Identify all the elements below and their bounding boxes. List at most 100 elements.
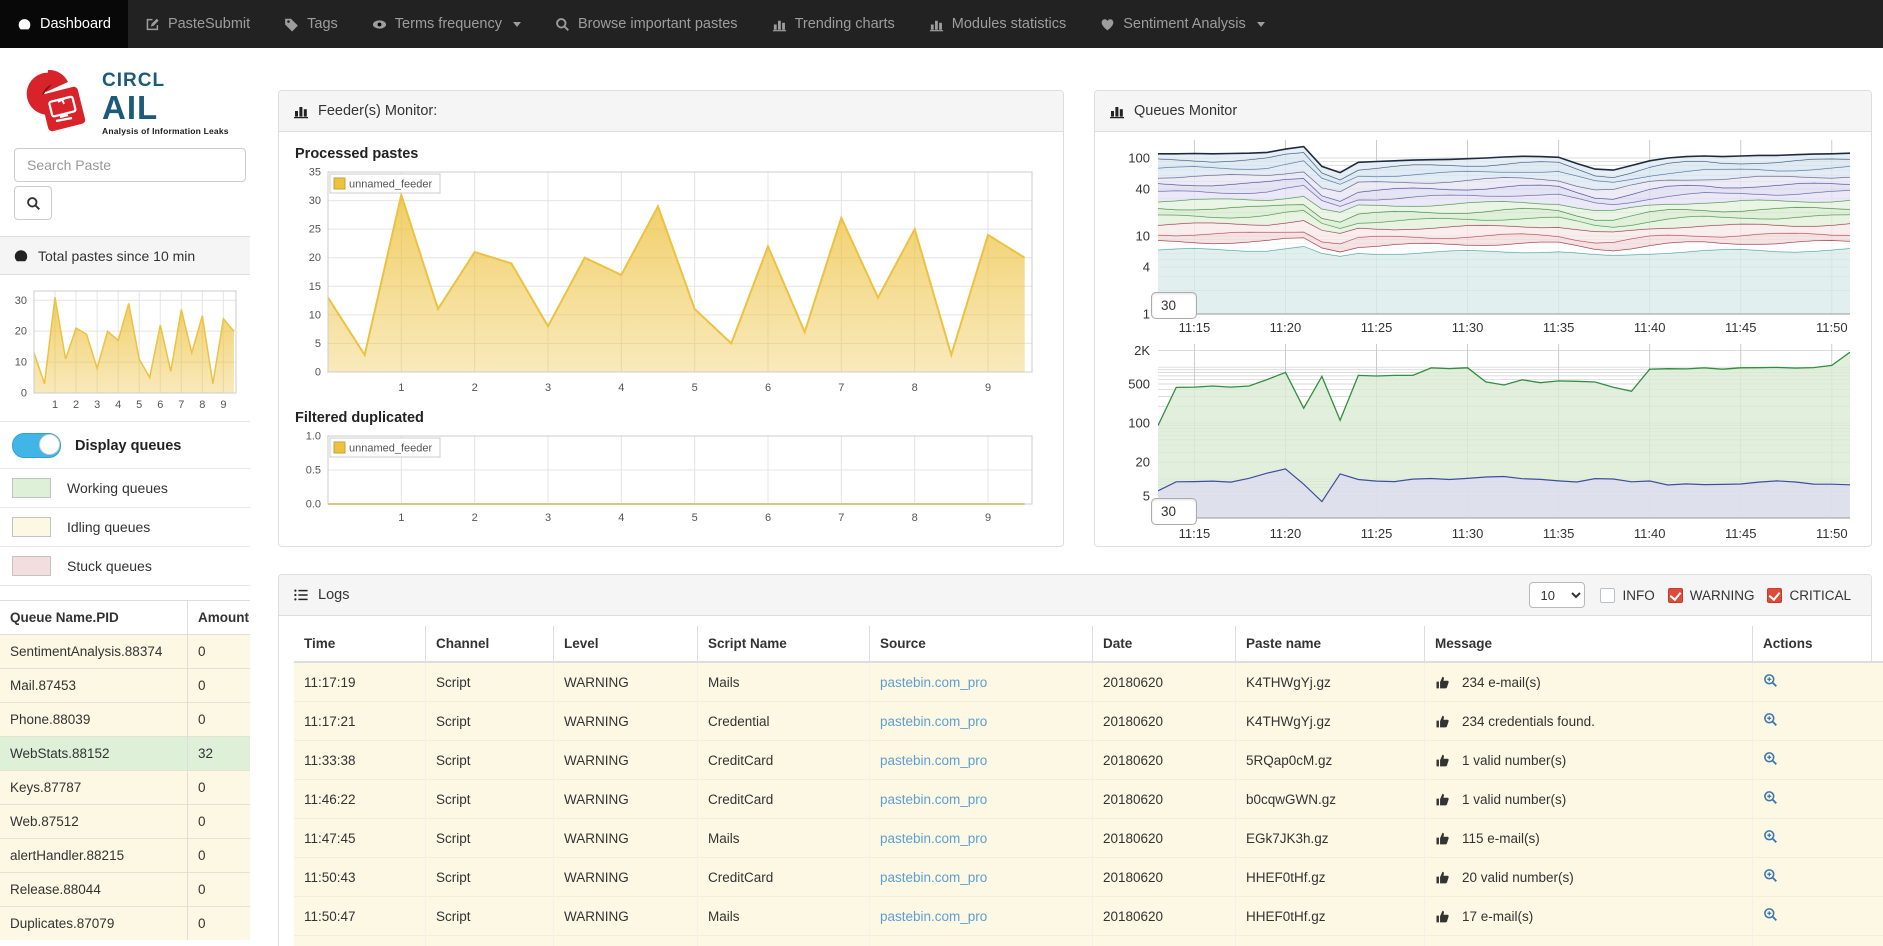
logs-col: Channel [425, 626, 554, 663]
show-paste-icon[interactable] [1763, 907, 1778, 922]
log-level: WARNING [553, 779, 698, 819]
svg-text:4: 4 [1143, 260, 1150, 275]
log-level: WARNING [553, 740, 698, 780]
log-actions [1752, 896, 1883, 936]
search-button[interactable] [14, 186, 52, 220]
log-channel: Script [425, 935, 554, 946]
log-actions [1752, 661, 1883, 702]
log-message: 1 valid number(s) [1424, 779, 1753, 819]
queues-monitor-header: Queues Monitor [1095, 91, 1871, 132]
filter-checkbox-critical[interactable] [1767, 587, 1783, 603]
queue-amount: 0 [187, 872, 250, 907]
paste-submit-icon [146, 18, 159, 30]
log-source: pastebin.com_pro [869, 779, 1093, 819]
svg-text:11:30: 11:30 [1452, 320, 1484, 335]
time-window-input-bottom[interactable]: 30 [1151, 498, 1197, 525]
show-paste-icon[interactable] [1763, 712, 1778, 727]
log-actions [1752, 701, 1883, 741]
log-script: Credential [697, 701, 870, 741]
queue-name: SentimentAnalysis.88374 [0, 634, 188, 669]
filtered-duplicated-title: Filtered duplicated [295, 410, 424, 426]
show-paste-icon[interactable] [1763, 829, 1778, 844]
source-link[interactable]: pastebin.com_pro [880, 713, 988, 729]
show-paste-icon[interactable] [1763, 751, 1778, 766]
log-row: 11:46:22 Script WARNING CreditCard pastebin.… [294, 779, 1883, 819]
svg-text:2: 2 [472, 382, 478, 394]
svg-text:20: 20 [15, 326, 27, 338]
source-link[interactable]: pastebin.com_pro [880, 791, 988, 807]
svg-text:7: 7 [178, 399, 184, 411]
log-channel: Script [425, 857, 554, 897]
search-input[interactable] [14, 148, 246, 182]
logs-col: Level [553, 626, 698, 663]
nav-item-browse-important-pastes[interactable]: Browse important pastes [538, 0, 755, 48]
thumbs-up-icon [1436, 910, 1449, 922]
nav-item-terms-frequency[interactable]: Terms frequency [355, 0, 538, 48]
log-script: CreditCard [697, 935, 870, 946]
page-size-select[interactable]: 10 [1529, 582, 1586, 608]
ail-logo: CIRCL AIL Analysis of Information Leaks [22, 68, 242, 138]
nav-item-tags[interactable]: Tags [267, 0, 355, 48]
bar-chart-icon [772, 20, 786, 31]
feeder-monitor-title: Feeder(s) Monitor: [318, 103, 438, 119]
logs-col: Actions [1752, 626, 1883, 663]
source-link[interactable]: pastebin.com_pro [880, 674, 988, 690]
svg-text:20: 20 [1136, 455, 1150, 470]
legend-swatch [12, 478, 51, 498]
source-link[interactable]: pastebin.com_pro [880, 830, 988, 846]
feeder-monitor-panel: Feeder(s) Monitor: Processed pastes 1 2 3 4… [278, 90, 1064, 547]
show-paste-icon[interactable] [1763, 868, 1778, 883]
log-actions [1752, 740, 1883, 780]
log-channel: Script [425, 896, 554, 936]
svg-text:2K: 2K [1134, 343, 1150, 358]
queue-amount: 0 [187, 702, 250, 737]
eye-icon [372, 19, 386, 29]
source-link[interactable]: pastebin.com_pro [880, 908, 988, 924]
log-time: 11:17:19 [294, 661, 426, 702]
svg-text:11:15: 11:15 [1179, 526, 1211, 541]
svg-text:100: 100 [1128, 150, 1150, 165]
log-row: 11:51:34ScriptWARNINGCreditCardpastebin.… [294, 935, 1883, 946]
log-message: 114 valid number(s) [1424, 935, 1753, 946]
list-icon [294, 589, 308, 601]
nav-item-dashboard[interactable]: Dashboard [0, 0, 128, 48]
filter-checkbox-info[interactable] [1600, 587, 1616, 603]
svg-text:11:25: 11:25 [1361, 526, 1393, 541]
svg-text:1: 1 [398, 512, 404, 524]
logs-table: Time Channel Level Script Name Source Date Pas… [294, 626, 1883, 946]
svg-text:9: 9 [220, 399, 226, 411]
queue-name: Keys.87787 [0, 770, 188, 805]
nav-item-modules-statistics[interactable]: Modules statistics [912, 0, 1083, 48]
level-filters: INFO WARNING CRITICAL [1600, 587, 1857, 603]
logs-controls: 10 INFO WARNING CRITICAL [1529, 582, 1857, 608]
nav-item-trending-charts[interactable]: Trending charts [755, 0, 912, 48]
logs-col: Time [294, 626, 426, 663]
time-window-input-top[interactable]: 30 [1151, 292, 1197, 319]
svg-text:11:35: 11:35 [1543, 320, 1575, 335]
filter-checkbox-warning[interactable] [1667, 587, 1683, 603]
tag-icon [285, 18, 299, 31]
source-link[interactable]: pastebin.com_pro [880, 869, 988, 885]
log-script: CreditCard [697, 779, 870, 819]
log-source: pastebin.com_pro [869, 740, 1093, 780]
svg-text:6: 6 [157, 399, 163, 411]
bar-chart-icon [929, 20, 943, 31]
show-paste-icon[interactable] [1763, 673, 1778, 688]
queue-amount: 0 [187, 804, 250, 839]
source-link[interactable]: pastebin.com_pro [880, 752, 988, 768]
log-paste: EGk7JK3h.gz [1235, 818, 1425, 858]
processed-pastes-title: Processed pastes [295, 146, 419, 162]
log-paste: b0cqwGWN.gz [1235, 779, 1425, 819]
svg-text:20: 20 [309, 252, 321, 264]
brand-ail: AIL [102, 88, 159, 126]
log-time: 11:17:21 [294, 701, 426, 741]
show-paste-icon[interactable] [1763, 790, 1778, 805]
nav-item-pastesubmit[interactable]: PasteSubmit [128, 0, 267, 48]
svg-text:30: 30 [15, 295, 27, 307]
queue-name: WebStats.88152 [0, 736, 188, 771]
log-paste: 5RQap0cM.gz [1235, 740, 1425, 780]
nav-item-sentiment-analysis[interactable]: Sentiment Analysis [1083, 0, 1282, 48]
log-time: 11:33:38 [294, 740, 426, 780]
log-message: 234 credentials found. [1424, 701, 1753, 741]
display-queues-toggle[interactable] [12, 433, 61, 458]
